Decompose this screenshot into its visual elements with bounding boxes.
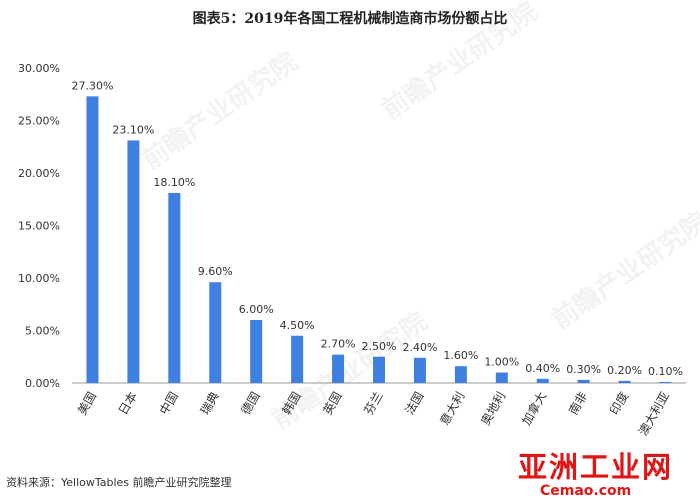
bar (332, 354, 345, 383)
bar (209, 282, 222, 383)
bar (577, 379, 590, 383)
bar (291, 335, 304, 383)
source-note: 资料来源：YellowTables 前瞻产业研究院整理 (6, 476, 232, 489)
bar (250, 320, 263, 383)
category-label: 瑞典 (198, 390, 222, 418)
y-tick-label: 20.00% (18, 167, 60, 180)
category-label: 美国 (75, 390, 99, 418)
bar (373, 356, 385, 383)
category-label: 加拿大 (518, 389, 549, 428)
data-label: 23.10% (112, 123, 154, 136)
category-label: 澳大利亚 (636, 390, 672, 439)
site-url: Cemao.com (540, 483, 632, 499)
category-label: 意大利 (436, 389, 467, 428)
site-logo: 亚洲工业网 (518, 450, 674, 484)
bar (168, 192, 181, 383)
data-label: 0.10% (648, 365, 683, 378)
data-label: 2.70% (321, 338, 356, 351)
category-label: 日本 (116, 390, 140, 418)
category-label: 法国 (402, 390, 426, 418)
data-label: 18.10% (153, 176, 195, 189)
data-label: 0.20% (607, 364, 642, 377)
category-label: 南非 (565, 389, 590, 417)
y-tick-label: 30.00% (18, 62, 60, 75)
bar (495, 372, 508, 383)
y-tick-label: 15.00% (18, 220, 60, 233)
watermark-text: 前瞻产业研究院 (546, 206, 700, 336)
data-label: 0.30% (566, 363, 601, 376)
y-tick-label: 0.00% (25, 377, 60, 390)
data-label: 1.60% (443, 349, 478, 362)
bar (618, 380, 631, 383)
chart-title: 图表5：2019年各国工程机械制造商市场份额占比 (192, 11, 508, 27)
category-label: 芬兰 (361, 390, 385, 418)
y-tick-label: 5.00% (25, 325, 60, 338)
data-label: 6.00% (239, 303, 274, 316)
y-tick-label: 25.00% (18, 115, 60, 128)
data-label: 1.00% (484, 356, 519, 369)
data-label: 9.60% (198, 265, 233, 278)
data-label: 2.40% (402, 341, 437, 354)
bar (86, 96, 99, 383)
y-tick-label: 10.00% (18, 272, 60, 285)
data-label: 27.30% (71, 79, 113, 92)
bar (454, 366, 467, 383)
data-label: 0.40% (525, 362, 560, 375)
bar (127, 140, 140, 383)
category-label: 奥地利 (478, 390, 508, 428)
bar (659, 381, 672, 383)
category-label: 印度 (606, 389, 631, 417)
category-label: 德国 (238, 389, 263, 417)
data-label: 2.50% (362, 340, 397, 353)
data-label: 4.50% (280, 319, 315, 332)
watermark-text: 前瞻产业研究院 (376, 0, 543, 126)
bar (536, 378, 549, 383)
watermark-text: 前瞻产业研究院 (136, 46, 303, 176)
category-label: 中国 (156, 389, 181, 417)
bar (413, 357, 426, 383)
